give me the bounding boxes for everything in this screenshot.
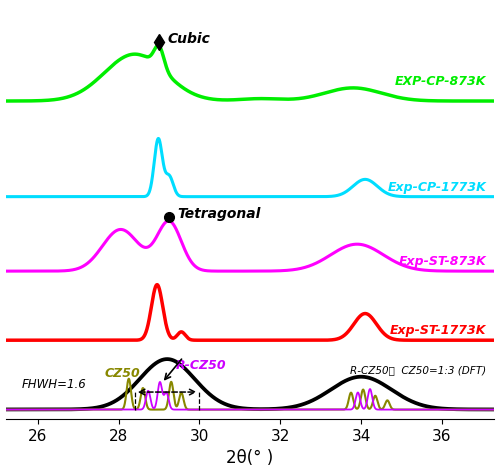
- Text: Exp-ST-873K: Exp-ST-873K: [398, 255, 486, 268]
- Text: Exp-ST-1773K: Exp-ST-1773K: [390, 324, 486, 337]
- Text: FHWH=1.6: FHWH=1.6: [22, 378, 86, 391]
- Text: Tetragonal: Tetragonal: [178, 207, 260, 221]
- Text: CZ50: CZ50: [104, 367, 141, 380]
- Text: R-CZ50: R-CZ50: [176, 359, 226, 372]
- X-axis label: 2θ(° ): 2θ(° ): [226, 449, 274, 467]
- Text: Cubic: Cubic: [168, 32, 211, 46]
- Text: EXP-CP-873K: EXP-CP-873K: [395, 75, 486, 88]
- Text: Exp-CP-1773K: Exp-CP-1773K: [388, 181, 486, 193]
- Text: R-CZ50：  CZ50=1:3 (DFT): R-CZ50： CZ50=1:3 (DFT): [350, 366, 486, 376]
